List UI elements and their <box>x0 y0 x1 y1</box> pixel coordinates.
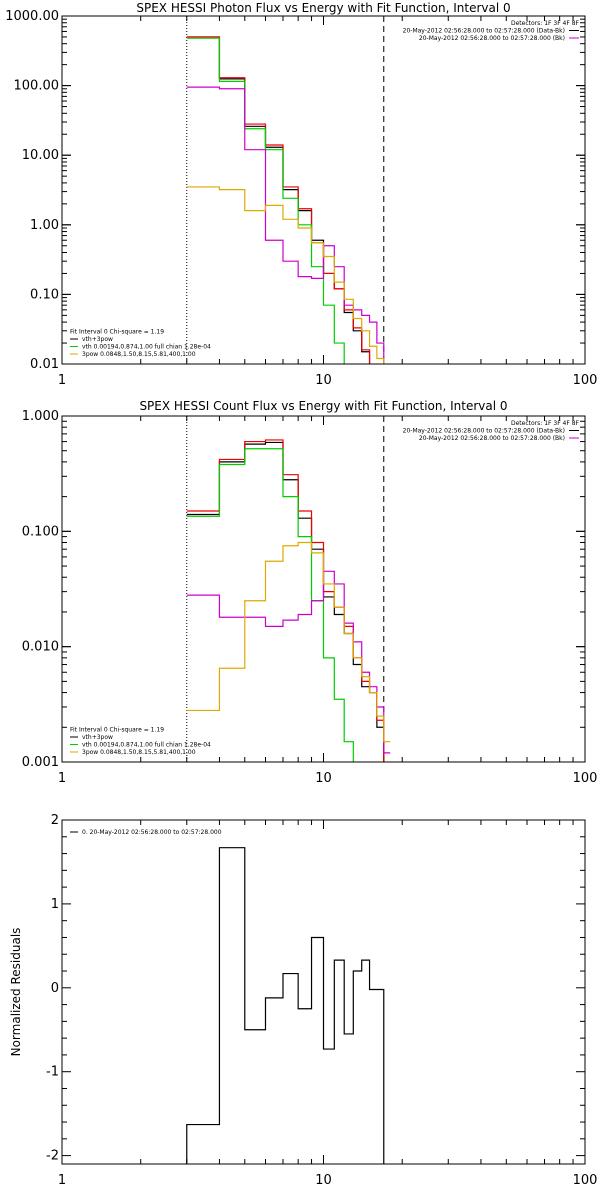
series-line-3 <box>186 448 354 762</box>
y-tick-label: 0.010 <box>22 640 59 655</box>
legend-entry: vth 0.00194,0.874,1.00 full chian 1.28e-… <box>82 742 211 749</box>
y-tick-label: 100.00 <box>14 79 60 94</box>
legend-title: Fit Interval 0 Chi-square = 1.19 <box>70 727 164 734</box>
legend-entry: 3pow 0.0848,1.50,8.15,5.81,400,1.00 <box>82 749 196 756</box>
x-tick-label: 1 <box>58 771 66 786</box>
panel-2: SPEX HESSI Count Flux vs Energy with Fit… <box>22 399 598 786</box>
legend-detectors-title: Detectors: 1F 3F 4F 8F <box>511 420 580 427</box>
y-tick-label: 10.00 <box>22 148 59 163</box>
x-tick-label: 100 <box>573 1173 598 1188</box>
legend-entry: vth 0.00194,0.874,1.00 full chian 1.28e-… <box>82 344 211 351</box>
y-tick-label: 1.00 <box>30 218 59 233</box>
y-tick-label: -1 <box>46 1065 59 1080</box>
y-tick-label: 0.001 <box>22 755 59 770</box>
legend: Fit Interval 0 Chi-square = 1.19vth+3pow… <box>70 329 211 358</box>
series-line-5 <box>186 541 391 743</box>
legend-entry: vth+3pow <box>82 734 113 741</box>
y-tick-label: 1.000 <box>22 409 59 424</box>
x-tick-label: 100 <box>573 373 598 388</box>
series-line-3 <box>186 37 345 364</box>
series-line-2 <box>186 36 371 364</box>
panel-3: Normalized Residuals 1 10 100 -2 -1 0 1 2 0. 20-M… <box>9 813 597 1188</box>
chart-title: SPEX HESSI Count Flux vs Energy with Fit… <box>139 399 507 413</box>
legend: Fit Interval 0 Chi-square = 1.19vth+3pow… <box>70 727 211 756</box>
x-tick-label: 10 <box>315 373 332 388</box>
x-tick-label: 1 <box>58 373 66 388</box>
panel-1: SPEX HESSI Photon Flux vs Energy with Fi… <box>5 1 598 388</box>
legend-detectors-entry: 20-May-2012 02:56:28.000 to 02:57:28.000… <box>419 435 565 442</box>
x-tick-label: 10 <box>315 771 332 786</box>
data-layer <box>186 439 391 762</box>
legend-entry: vth+3pow <box>82 336 113 343</box>
y-tick-label: 2 <box>51 813 59 828</box>
y-axis-label: Normalized Residuals <box>9 928 23 1057</box>
legend-title: Fit Interval 0 Chi-square = 1.19 <box>70 329 164 336</box>
data-layer <box>186 847 385 1164</box>
y-tick-label: 0.100 <box>22 524 59 539</box>
y-tick-label: 0 <box>51 981 59 996</box>
legend: 0. 20-May-2012 02:56:28.000 to 02:57:28.… <box>70 829 222 836</box>
series-line-1 <box>186 847 385 1164</box>
legend-entry: 0. 20-May-2012 02:56:28.000 to 02:57:28.… <box>82 829 222 836</box>
legend-detectors-entry: 20-May-2012 02:56:28.000 to 02:57:28.000… <box>419 35 565 42</box>
series-line-5 <box>186 186 385 364</box>
series-line-4 <box>186 86 385 364</box>
data-layer <box>186 36 385 364</box>
x-tick-label: 100 <box>573 771 598 786</box>
legend-detectors-entry: 20-May-2012 02:56:28.000 to 02:57:28.000… <box>403 28 565 35</box>
y-tick-label: 1 <box>51 897 59 912</box>
legend-detectors-entry: 20-May-2012 02:56:28.000 to 02:57:28.000… <box>403 428 565 435</box>
x-tick-label: 1 <box>58 1173 66 1188</box>
y-tick-label: -2 <box>46 1149 59 1164</box>
x-tick-label: 10 <box>315 1173 332 1188</box>
legend-detectors-title: Detectors: 1F 3F 4F 8F <box>511 20 580 27</box>
chart-title: SPEX HESSI Photon Flux vs Energy with Fi… <box>136 1 510 15</box>
y-tick-label: 0.01 <box>30 357 59 372</box>
series-line-4 <box>186 570 391 754</box>
legend-entry: 3pow 0.0848,1.50,8.15,5.81,400,1.00 <box>82 351 196 358</box>
y-tick-label: 0.10 <box>30 287 59 302</box>
y-tick-label: 1000.00 <box>5 9 59 24</box>
